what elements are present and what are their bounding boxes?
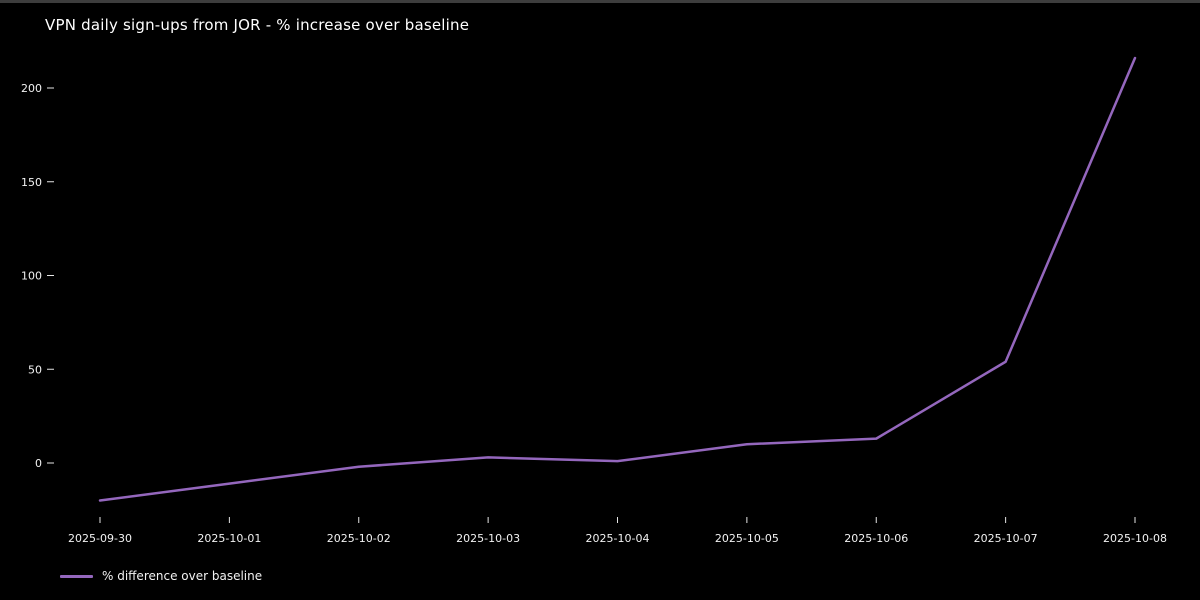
x-tick-label: 2025-09-30: [68, 532, 132, 545]
x-tick-label: 2025-10-06: [844, 532, 908, 545]
x-tick-label: 2025-10-04: [586, 532, 650, 545]
x-tick-label: 2025-10-05: [715, 532, 779, 545]
legend-label: % difference over baseline: [102, 569, 263, 583]
legend-line-swatch: [60, 574, 93, 578]
x-tick-label: 2025-10-02: [327, 532, 391, 545]
y-tick-label: 150: [21, 176, 42, 189]
y-tick-label: 200: [21, 82, 42, 95]
x-tick-label: 2025-10-08: [1103, 532, 1167, 545]
chart-title: VPN daily sign-ups from JOR - % increase…: [45, 16, 470, 34]
x-tick-label: 2025-10-03: [456, 532, 520, 545]
y-tick-label: 100: [21, 270, 42, 283]
window-top-edge: [0, 0, 1200, 3]
y-tick-label: 50: [28, 363, 42, 376]
y-tick-label: 0: [35, 457, 42, 470]
series-line: [98, 56, 1137, 502]
x-tick-label: 2025-10-07: [974, 532, 1038, 545]
x-tick-label: 2025-10-01: [197, 532, 261, 545]
legend: % difference over baseline: [60, 569, 262, 583]
